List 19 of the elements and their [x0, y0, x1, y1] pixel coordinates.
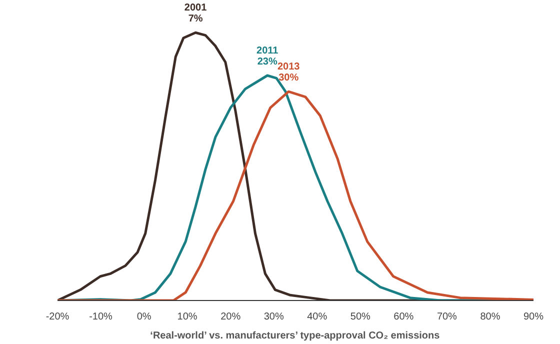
x-tick-label: 40%: [307, 312, 328, 322]
annotation: 30%: [278, 72, 299, 84]
annotation: 23%: [257, 56, 278, 68]
x-tick-label: 80%: [480, 312, 500, 322]
x-tick-label: 60%: [394, 312, 414, 322]
x-tick-label: 70%: [436, 312, 458, 322]
x-tick-label: -20%: [46, 312, 70, 322]
annotation: 7%: [188, 14, 203, 25]
x-tick-label: 50%: [350, 312, 371, 322]
x-tick-label: 20%: [220, 312, 241, 322]
x-tick-label: 30%: [264, 312, 284, 322]
text: 2013: [277, 62, 300, 73]
x-tick-label: -10%: [89, 312, 113, 322]
x-tick-label: 90%: [523, 312, 544, 322]
text: 2001: [184, 2, 208, 14]
x-axis-title: ‘Real-world’ vs. manufacturers’ type-approval CO₂ emissions: [150, 330, 440, 342]
x-tick-label: 0%: [136, 312, 152, 322]
x-tick-label: 10%: [177, 312, 198, 322]
text: 2011: [256, 46, 279, 56]
